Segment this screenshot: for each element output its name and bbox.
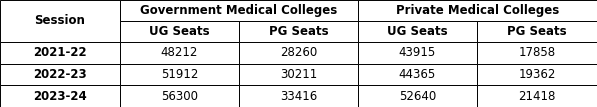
- Bar: [358, 64, 477, 85]
- Text: 28260: 28260: [280, 47, 317, 59]
- Text: 17858: 17858: [518, 47, 556, 59]
- Text: 2021-22: 2021-22: [33, 47, 87, 59]
- Bar: [120, 21, 239, 42]
- Text: UG Seats: UG Seats: [149, 25, 210, 38]
- Text: 2022-23: 2022-23: [33, 68, 87, 81]
- Bar: [120, 42, 239, 64]
- Text: PG Seats: PG Seats: [507, 25, 567, 38]
- Bar: [120, 64, 239, 85]
- Bar: [477, 21, 597, 42]
- Bar: [358, 85, 477, 107]
- Text: 19362: 19362: [518, 68, 556, 81]
- Text: Private Medical Colleges: Private Medical Colleges: [396, 4, 559, 17]
- Bar: [0, 85, 120, 107]
- Bar: [358, 42, 477, 64]
- Text: 21418: 21418: [518, 89, 556, 103]
- Text: Government Medical Colleges: Government Medical Colleges: [140, 4, 338, 17]
- Text: 33416: 33416: [280, 89, 317, 103]
- Bar: [120, 0, 358, 21]
- Bar: [477, 42, 597, 64]
- Bar: [239, 85, 358, 107]
- Bar: [239, 21, 358, 42]
- Text: 2023-24: 2023-24: [33, 89, 87, 103]
- Bar: [0, 0, 120, 42]
- Text: PG Seats: PG Seats: [269, 25, 328, 38]
- Text: 43915: 43915: [399, 47, 436, 59]
- Text: Session: Session: [35, 15, 85, 27]
- Bar: [358, 21, 477, 42]
- Bar: [0, 42, 120, 64]
- Text: 44365: 44365: [399, 68, 436, 81]
- Text: 30211: 30211: [280, 68, 317, 81]
- Bar: [120, 85, 239, 107]
- Bar: [0, 64, 120, 85]
- Bar: [477, 64, 597, 85]
- Bar: [239, 64, 358, 85]
- Text: UG Seats: UG Seats: [387, 25, 448, 38]
- Text: 52640: 52640: [399, 89, 436, 103]
- Text: 48212: 48212: [161, 47, 198, 59]
- Bar: [358, 0, 597, 21]
- Text: 56300: 56300: [161, 89, 198, 103]
- Bar: [477, 85, 597, 107]
- Bar: [239, 42, 358, 64]
- Text: 51912: 51912: [161, 68, 198, 81]
